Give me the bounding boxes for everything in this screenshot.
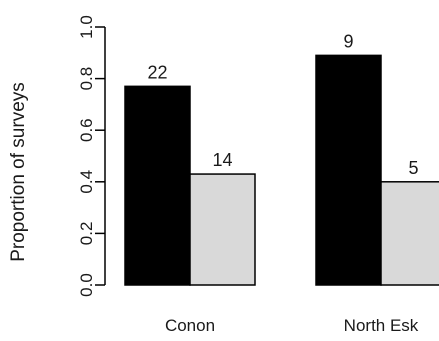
x-tick-label: Conon [165,316,215,335]
y-tick-label: 0.2 [77,222,96,246]
y-axis: 0.0 0.2 0.4 0.6 0.8 1.0 [77,15,106,297]
y-axis-label: Proportion of surveys [8,82,29,262]
bar-conon-series-1 [124,85,191,286]
bar-value-label: 14 [212,150,232,170]
y-tick-label: 0.0 [77,273,96,297]
bar-value-label: 22 [147,62,167,82]
bar-north-esk-series-1 [315,54,382,286]
bars [124,54,439,286]
y-tick-label: 0.6 [77,118,96,142]
bar-north-esk-series-2 [380,181,439,286]
bar-value-label: 9 [343,31,353,51]
y-tick-label: 1.0 [77,15,96,39]
y-tick-label: 0.8 [77,67,96,91]
bar-value-labels: 22 14 9 5 [147,31,418,177]
bar-value-label: 5 [408,158,418,178]
bar-conon-series-2 [189,173,256,286]
x-axis-tick-labels: Conon North Esk [165,316,419,335]
x-tick-label: North Esk [344,316,419,335]
y-tick-label: 0.4 [77,170,96,194]
